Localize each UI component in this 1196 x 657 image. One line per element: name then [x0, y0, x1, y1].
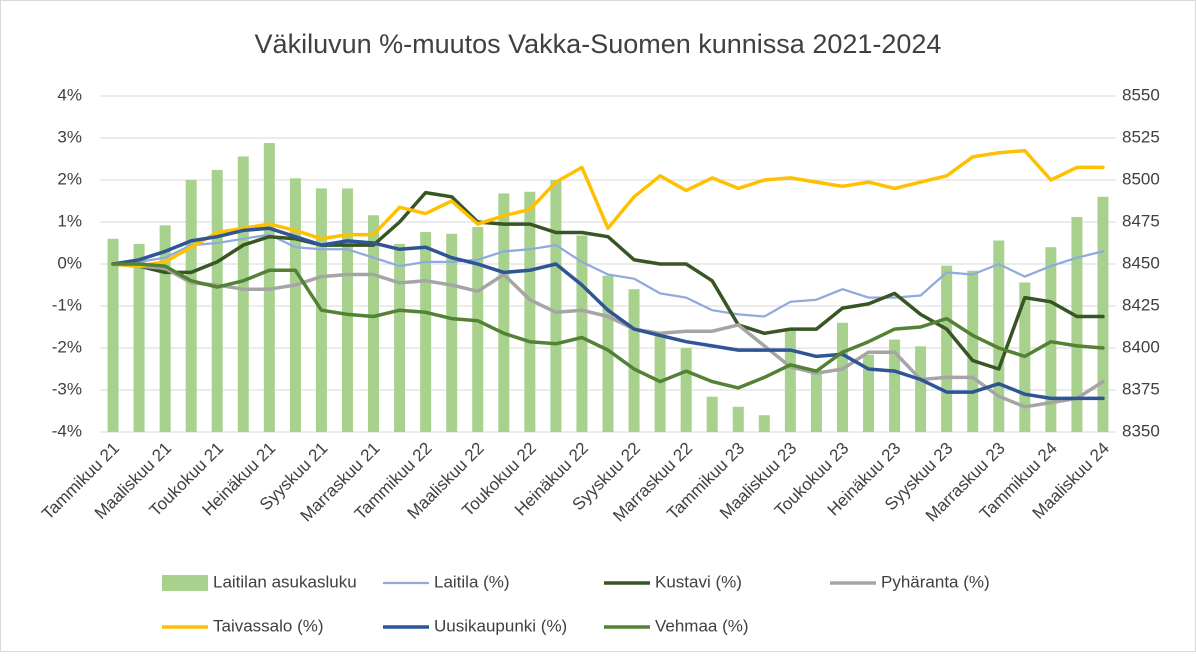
y2-tick-label: 8400: [1122, 337, 1160, 356]
bar: [628, 289, 640, 432]
y2-tick-label: 8450: [1122, 253, 1160, 272]
line: [111, 262, 1105, 390]
legend-label: Vehmaa (%): [655, 616, 749, 635]
bar: [863, 354, 875, 432]
line: [111, 262, 1105, 409]
bar: [107, 238, 119, 432]
line: [111, 190, 1105, 371]
legend-label: Laitilan asukasluku: [213, 572, 357, 591]
bar: [706, 396, 718, 432]
bar: [1097, 196, 1109, 432]
bar: [211, 169, 223, 433]
bar: [341, 188, 353, 432]
legend-label: Pyhäranta (%): [881, 572, 990, 591]
bar: [732, 406, 744, 432]
bar: [133, 243, 145, 432]
bar: [420, 232, 432, 432]
bar: [941, 265, 953, 432]
y-tick-label: 1%: [57, 211, 82, 230]
bar: [602, 275, 614, 432]
bar: [159, 225, 171, 432]
line: [111, 226, 1105, 401]
bar: [394, 243, 406, 432]
y-tick-label: -4%: [52, 421, 82, 440]
y2-tick-label: 8350: [1122, 421, 1160, 440]
bar: [576, 235, 588, 432]
bar: [446, 233, 458, 432]
bar: [1071, 216, 1083, 432]
bar: [993, 240, 1005, 432]
y-tick-label: 0%: [57, 253, 82, 272]
y-tick-label: 2%: [57, 169, 82, 188]
bar: [237, 156, 249, 433]
y2-tick-label: 8475: [1122, 211, 1160, 230]
bar: [915, 346, 927, 432]
y2-tick-label: 8375: [1122, 379, 1160, 398]
y2-tick-label: 8550: [1122, 85, 1160, 104]
legend-label: Uusikaupunki (%): [434, 616, 567, 635]
y-tick-label: -3%: [52, 379, 82, 398]
bar: [185, 180, 197, 432]
y-tick-label: -1%: [52, 295, 82, 314]
legend-label: Taivassalo (%): [213, 616, 324, 635]
bar: [1045, 247, 1057, 432]
bar: [498, 193, 510, 432]
y2-tick-label: 8425: [1122, 295, 1160, 314]
legend-label: Kustavi (%): [655, 572, 742, 591]
y-tick-label: -2%: [52, 337, 82, 356]
bar: [758, 415, 770, 432]
bar: [967, 270, 979, 432]
y2-tick-label: 8500: [1122, 169, 1160, 188]
bar: [836, 322, 848, 432]
y2-tick-label: 8525: [1122, 127, 1160, 146]
legend-label: Laitila (%): [434, 572, 510, 591]
bar: [784, 329, 796, 432]
chart-title: Väkiluvun %-muutos Vakka-Suomen kunnissa…: [255, 29, 942, 59]
y-tick-label: 4%: [57, 85, 82, 104]
bar: [810, 369, 822, 432]
bar: [289, 178, 301, 432]
bar: [550, 180, 562, 432]
bar: [680, 348, 692, 432]
bar: [368, 215, 380, 432]
bar: [889, 339, 901, 432]
bar: [472, 227, 484, 432]
y-tick-label: 3%: [57, 127, 82, 146]
line: [111, 148, 1105, 268]
bar: [524, 191, 536, 432]
legend-swatch: [162, 575, 208, 591]
